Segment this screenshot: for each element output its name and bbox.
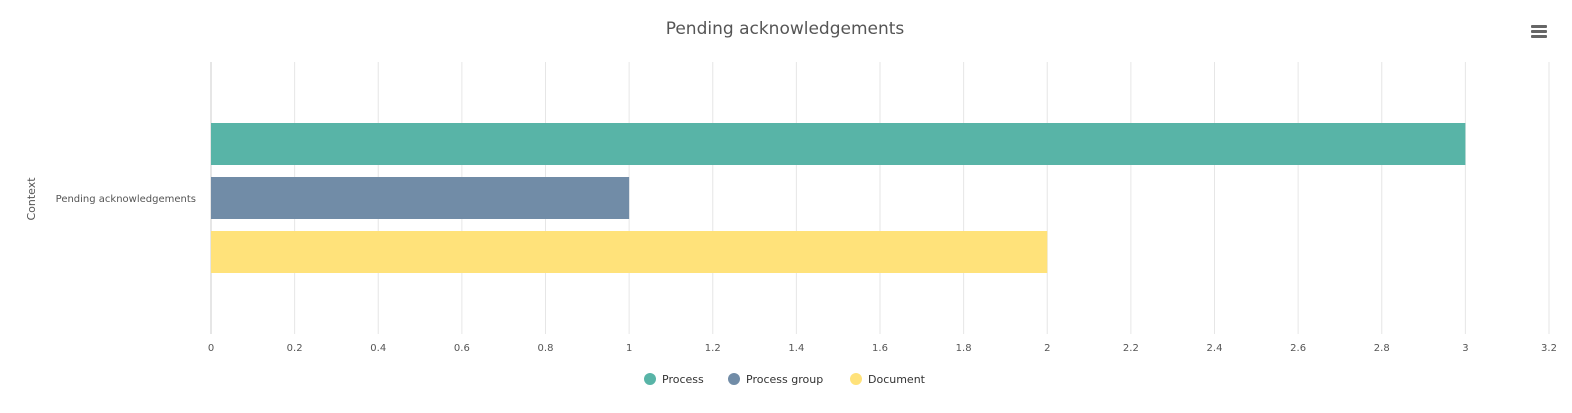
legend-marker[interactable]	[644, 373, 656, 385]
x-tick-label: 1.6	[872, 343, 888, 354]
legend-item-process[interactable]: Process	[644, 373, 704, 386]
x-axis-tick-labels: 0 0.2 0.4 0.6 0.8 1 1.2 1.4 1.6 1.8 2 2.2 2.4 2.6 2.8 3…	[208, 343, 1557, 354]
x-tick-label: 2.2	[1123, 343, 1139, 354]
x-tick-label: 2.8	[1374, 343, 1390, 354]
legend-label[interactable]: Process group	[746, 373, 823, 386]
bars	[211, 123, 1466, 273]
category-label: Pending acknowledgements	[56, 194, 196, 205]
x-tick-label: 1.4	[788, 343, 804, 354]
bar-process-group[interactable]	[211, 177, 630, 219]
context-menu-button[interactable]	[1526, 20, 1552, 42]
legend-label[interactable]: Document	[868, 373, 926, 386]
x-tick-label: 1.8	[956, 343, 972, 354]
x-tick-label: 2	[1044, 343, 1050, 354]
legend-label[interactable]: Process	[662, 373, 704, 386]
x-tick-label: 3	[1462, 343, 1468, 354]
chart-title: Pending acknowledgements	[666, 19, 905, 39]
legend: Process Process group Document	[644, 373, 926, 386]
x-tick-label: 0.6	[454, 343, 470, 354]
x-tick-label: 2.6	[1290, 343, 1306, 354]
legend-marker[interactable]	[850, 373, 862, 385]
x-tick-label: 0	[208, 343, 214, 354]
x-tick-label: 2.4	[1207, 343, 1223, 354]
x-tick-label: 3.2	[1541, 343, 1557, 354]
x-tick-label: 0.8	[538, 343, 554, 354]
x-tick-label: 1	[626, 343, 632, 354]
hamburger-menu-icon[interactable]	[1531, 25, 1547, 38]
x-tick-label: 0.4	[370, 343, 386, 354]
x-tick-label: 1.2	[705, 343, 721, 354]
legend-marker[interactable]	[728, 373, 740, 385]
legend-item-process-group[interactable]: Process group	[728, 373, 823, 386]
y-axis-category-labels: Pending acknowledgements	[56, 194, 196, 205]
legend-item-document[interactable]: Document	[850, 373, 926, 386]
y-axis-title: Context	[25, 177, 38, 221]
x-tick-label: 0.2	[287, 343, 303, 354]
bar-process[interactable]	[211, 123, 1466, 165]
bar-document[interactable]	[211, 231, 1048, 273]
